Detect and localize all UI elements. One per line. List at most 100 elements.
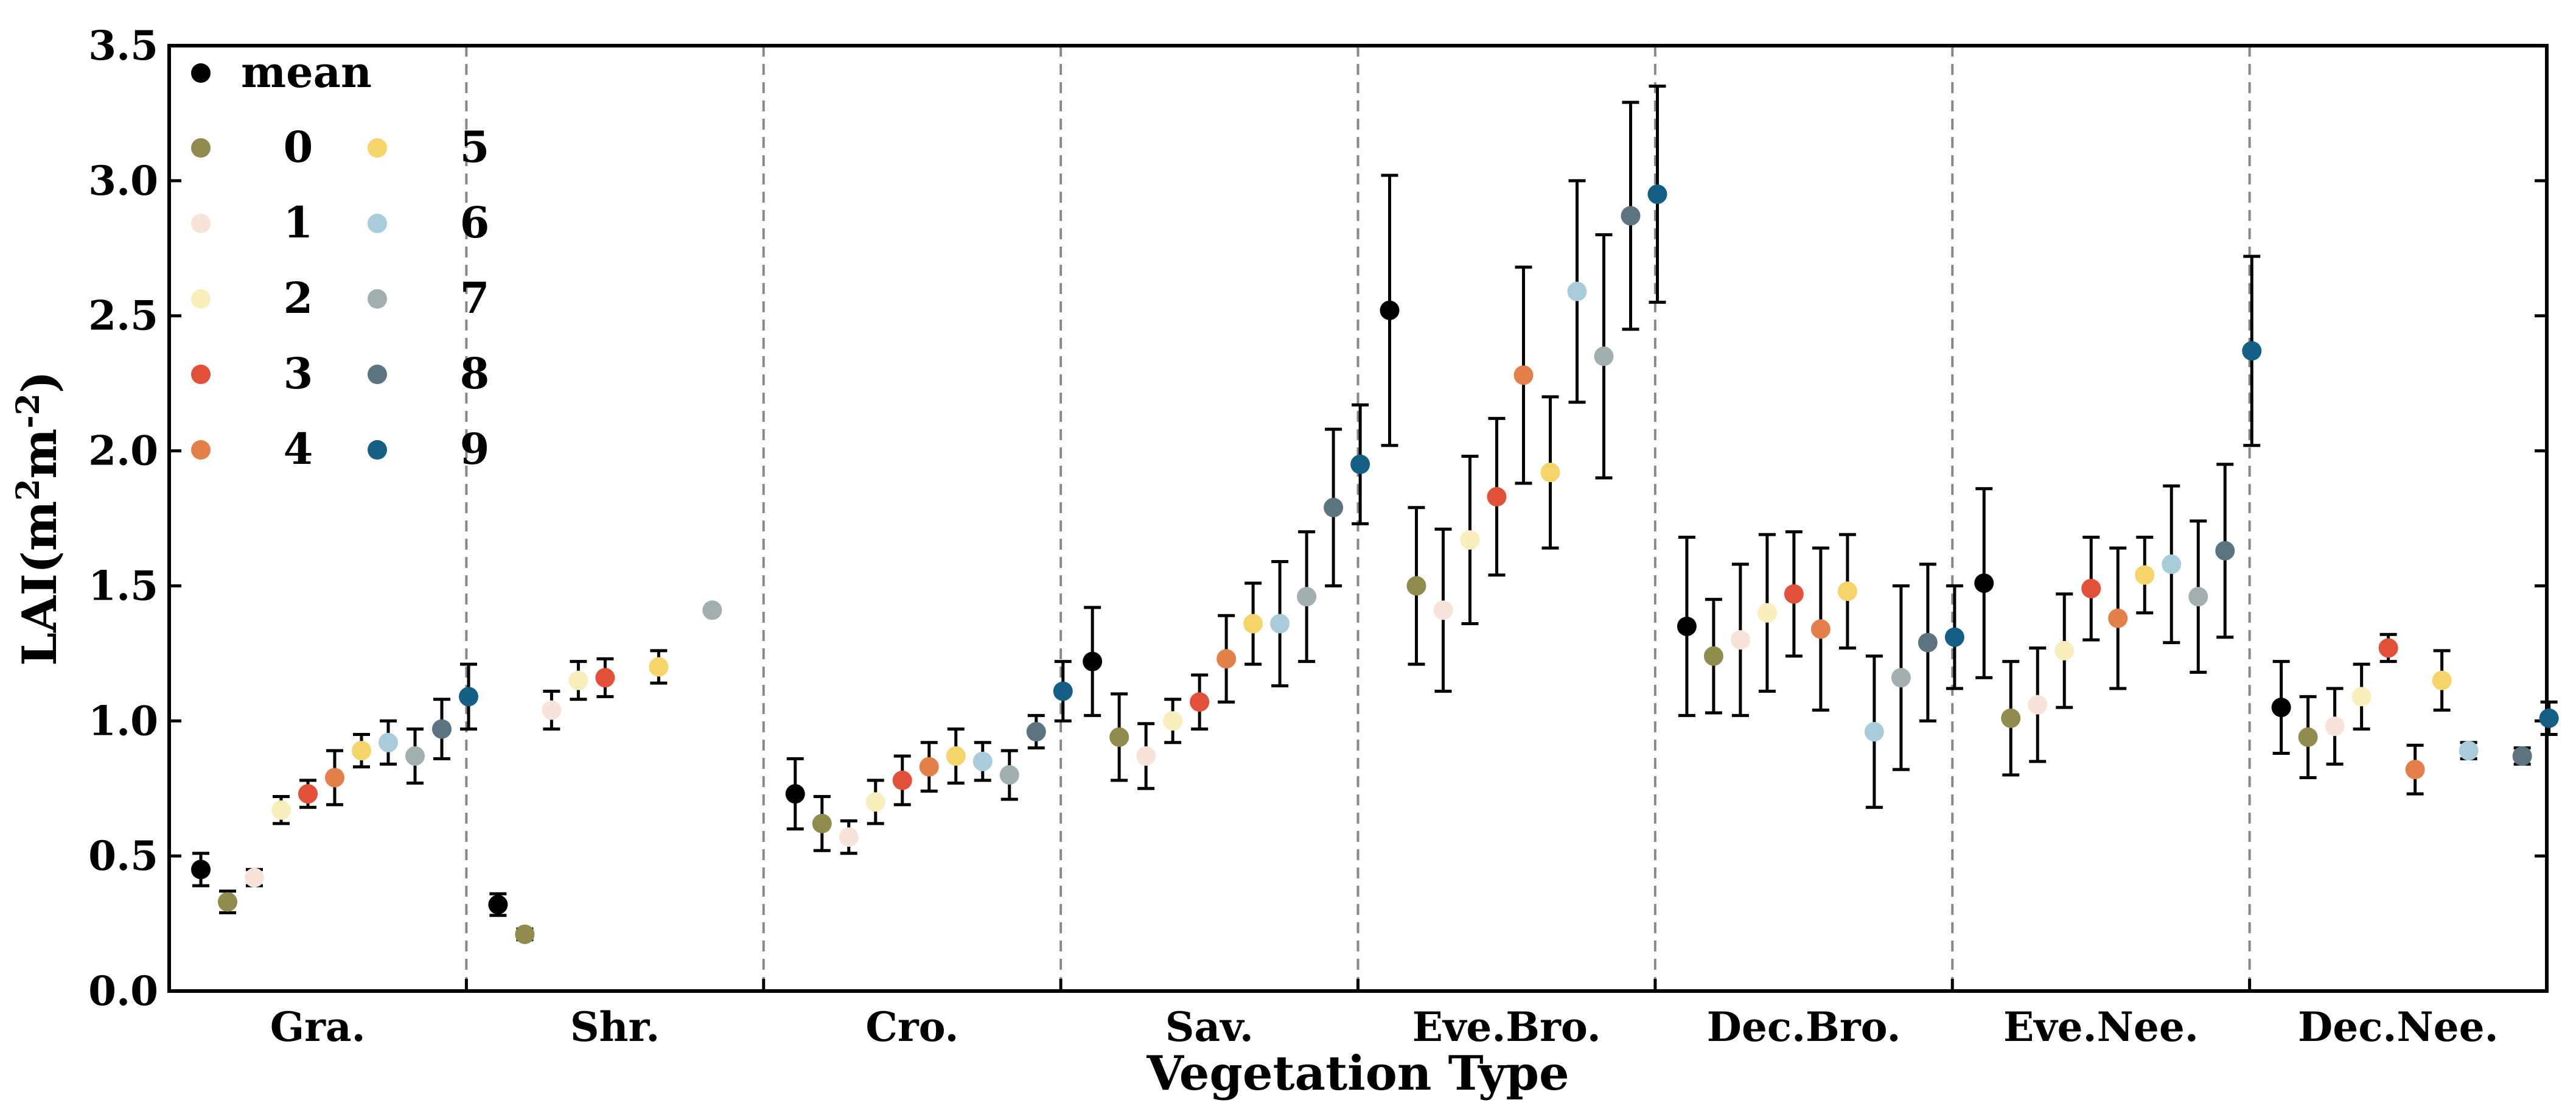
legend-group-8-label: 8 [460,348,490,399]
legend-mean-label: mean [241,47,372,97]
mean-point [785,784,805,804]
y-axis-title-sup2: -2 [10,393,47,429]
group-7-point [1297,587,1317,607]
y-tick-label: 3.5 [88,22,158,69]
group-4-point [2108,608,2128,628]
y-axis-title-sup1: 2 [10,478,47,500]
group-3-point [1487,487,1507,507]
legend-group-6-label: 6 [460,197,490,248]
group-0-point [812,813,832,833]
group-0-point [2298,727,2318,747]
x-tick-label: Dec.Bro. [1707,1003,1901,1051]
x-tick-label: Dec.Nee. [2298,1003,2499,1051]
group-6-point [2459,741,2479,761]
y-tick-label: 0.0 [88,967,158,1015]
group-3-point [2378,638,2398,658]
mean-point [1974,573,1994,593]
group-2-point [271,800,291,820]
group-8-point [1324,497,1344,517]
group-5-point [2432,670,2452,690]
legend-group-1-label: 1 [284,197,313,248]
y-tick-label: 0.5 [88,832,158,880]
group-2-point [1163,711,1183,731]
y-axis-title-main: LAI(m [12,501,68,666]
group-0-point [1406,576,1426,596]
group-2-point [2351,687,2372,707]
legend-group-3-label: 3 [284,348,313,399]
group-4-point [919,757,939,777]
group-6-point [1864,722,1884,742]
data-layer [191,85,2559,944]
mean-point [1083,651,1103,671]
group-4-point [1513,365,1534,385]
group-9-point [2242,341,2262,361]
group-5-point [1243,614,1263,634]
group-6-point [972,751,993,771]
group-6-point [1567,281,1587,301]
group-9-point [459,687,478,707]
group-6-point [379,732,398,752]
legend-mean-marker [191,63,211,83]
group-2-point [1757,603,1777,623]
legend-group-9-label: 9 [460,424,490,474]
mean-point [191,860,211,880]
x-tick-label: Sav. [1165,1003,1254,1051]
group-7-point [1594,346,1614,366]
group-0-point [2001,708,2021,728]
group-5-point [2135,565,2155,585]
x-axis-title: Vegetation Type [1146,1046,1569,1101]
group-4-point [1216,649,1237,669]
group-1-point [542,700,562,720]
group-2-point [1460,530,1480,550]
group-2-point [568,670,588,690]
y-tick-label: 2.0 [88,427,158,475]
x-tick-label: Eve.Bro. [1412,1003,1601,1051]
group-5-point [649,657,669,677]
legend-group-2-marker [191,289,211,309]
group-6-point [1270,614,1290,634]
y-axis-title: LAI(m2m-2) [10,371,68,666]
group-1-point [2325,716,2345,737]
x-tick-label: Eve.Nee. [2003,1003,2199,1051]
x-tick-label: Gra. [270,1003,366,1051]
group-1-point [839,827,859,847]
group-8-point [1621,206,1641,226]
legend-group-7-label: 7 [460,273,490,323]
x-tick-label: Cro. [865,1003,958,1051]
group-7-point [2188,587,2208,607]
legend: mean 0 1 2 3 4 5 6 7 8 9 [191,47,489,474]
mean-point [488,895,508,915]
group-3-point [595,668,615,688]
group-7-point [702,600,722,620]
group-1-point [245,867,264,888]
group-0-point [1703,646,1723,666]
group-7-point [1891,668,1911,688]
group-5-point [352,741,371,761]
legend-group-4-label: 4 [284,424,313,474]
mean-point [2271,698,2291,718]
separator-layer [465,46,2251,991]
legend-group-4-marker [191,440,211,460]
group-3-point [298,784,318,804]
group-5-point [946,746,966,766]
legend-group-0-label: 0 [284,122,313,172]
group-0-point [218,892,237,912]
y-tick-label: 1.0 [88,697,158,744]
group-9-point [1053,681,1073,701]
group-9-point [1350,454,1370,474]
group-7-point [999,765,1019,785]
group-9-point [2539,708,2559,728]
y-tick-label: 3.0 [88,157,158,205]
legend-group-5-marker [368,138,387,158]
group-0-point [1109,727,1129,747]
group-8-point [2215,541,2235,561]
mean-point [1677,616,1697,636]
group-3-point [892,770,912,790]
group-0-point [515,924,535,944]
x-tick-label: Shr. [570,1003,660,1051]
y-tick-label: 1.5 [88,562,158,609]
group-3-point [2081,578,2101,598]
group-4-point [1810,619,1831,639]
group-3-point [1784,584,1804,604]
